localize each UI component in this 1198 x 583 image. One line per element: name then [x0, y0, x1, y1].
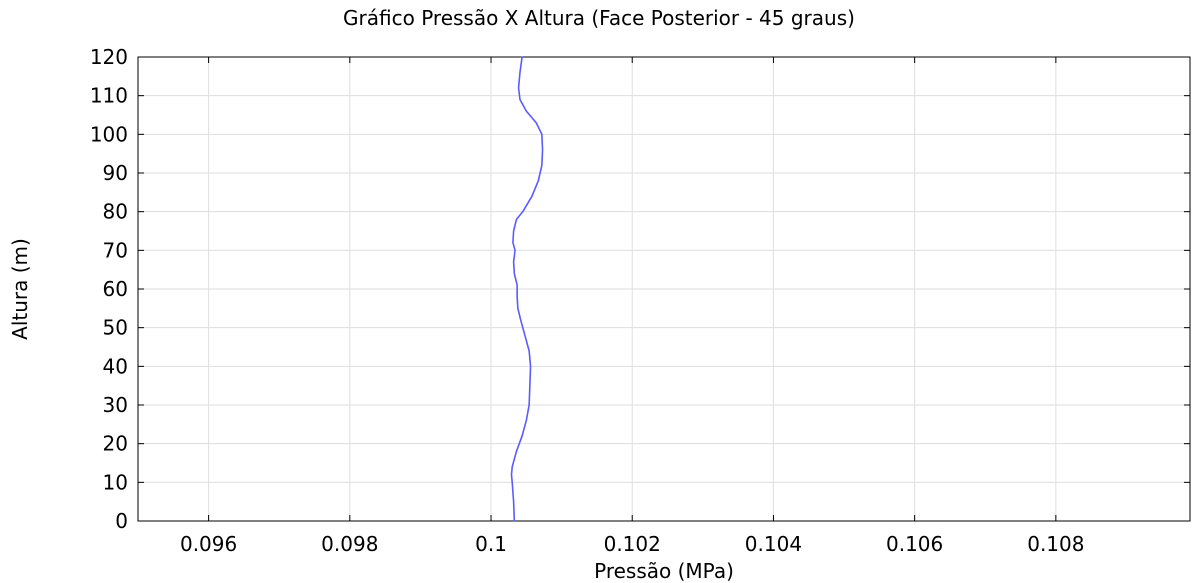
y-tick-label: 80 [103, 200, 128, 224]
y-tick-label: 110 [90, 84, 128, 108]
x-tick-label: 0.106 [886, 532, 943, 556]
y-tick-label: 70 [103, 238, 128, 262]
y-tick-label: 90 [103, 161, 128, 185]
x-tick-label: 0.1 [475, 532, 507, 556]
x-axis-label: Pressão (MPa) [594, 559, 734, 583]
y-axis-label: Altura (m) [8, 238, 32, 340]
y-tick-label: 100 [90, 122, 128, 146]
y-tick-label: 120 [90, 45, 128, 69]
x-tick-label: 0.098 [321, 532, 378, 556]
series-layer [510, 56, 544, 522]
y-tick-label: 30 [103, 393, 128, 417]
x-tick-label: 0.096 [180, 532, 237, 556]
y-tick-label: 50 [103, 316, 128, 340]
chart-title: Gráfico Pressão X Altura (Face Posterior… [343, 6, 855, 30]
y-tick-label: 10 [103, 470, 128, 494]
y-tick-label: 60 [103, 277, 128, 301]
y-tick-label: 40 [103, 354, 128, 378]
series-line [510, 56, 544, 522]
x-tick-label: 0.102 [604, 532, 661, 556]
y-tick-label: 0 [115, 509, 128, 533]
axis-ticks: 0.096 0.098 0.1 0.102 0.104 0.106 0.108 0 10 20 30… [90, 45, 1190, 556]
x-tick-label: 0.108 [1027, 532, 1084, 556]
grid-lines [138, 56, 1190, 522]
x-tick-label: 0.104 [745, 532, 802, 556]
y-tick-label: 20 [103, 432, 128, 456]
